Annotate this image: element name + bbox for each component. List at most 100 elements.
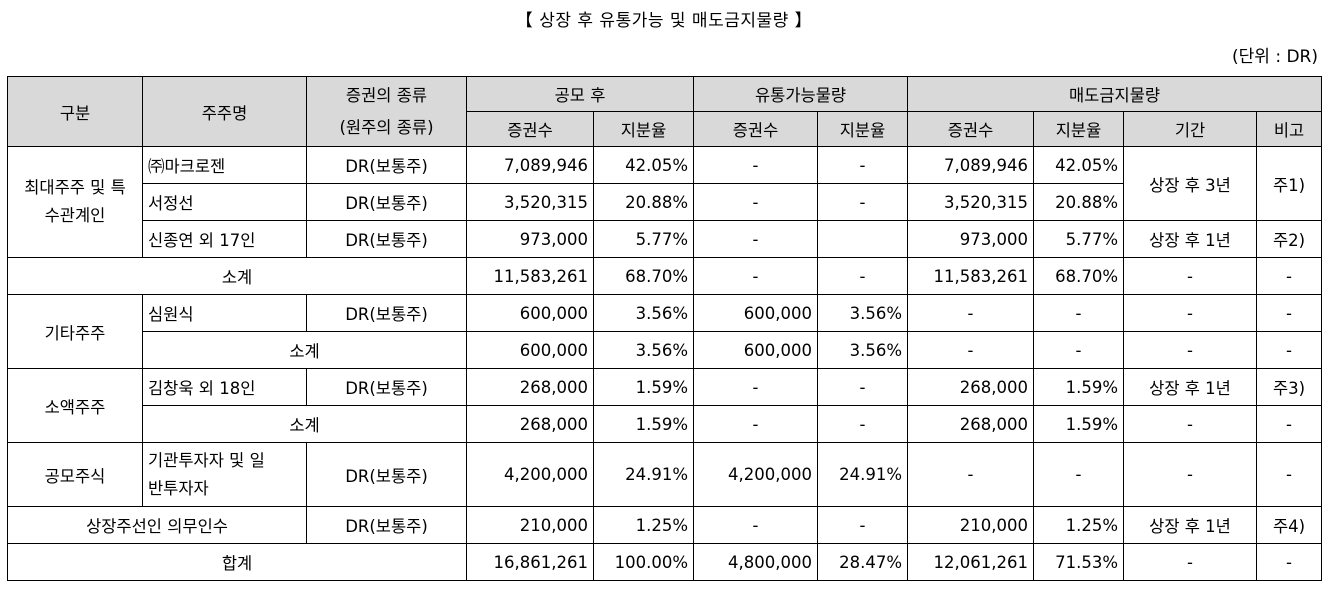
cell-holder: 신종연 외 17인	[142, 220, 307, 258]
cell-trade-ratio: -	[817, 183, 909, 221]
cell-subtotal-label: 소계	[7, 257, 467, 295]
header-security-type: 증권의 종류 (원주의 종류)	[306, 76, 467, 147]
cell-lock-ratio: 5.77%	[1033, 220, 1125, 258]
cell-trade-shares: -	[693, 405, 819, 443]
cell-trade-ratio: 28.47%	[817, 543, 909, 581]
cell-lock-shares: -	[907, 331, 1035, 369]
cell-holder: 심원식	[142, 294, 307, 332]
cell-ipo-shares: 210,000	[466, 506, 594, 544]
header-row-2: 증권수 지분율 증권수 지분율 증권수 지분율 기간 비고	[8, 111, 1323, 147]
cell-trade-ratio: 24.91%	[817, 442, 909, 507]
table-row: 기타주주 심원식 DR(보통주) 600,000 3.56% 600,000 3…	[7, 294, 1323, 369]
header-lockup: 매도금지물량	[907, 76, 1323, 112]
table-row: 상장주선인 의무인수 DR(보통주) 210,000 1.25% - - 210…	[7, 506, 1323, 544]
cell-ipo-ratio: 24.91%	[592, 442, 695, 507]
header-holder: 주주명	[142, 76, 307, 147]
cell-holder: 서정선	[142, 183, 307, 221]
header-category: 구분	[7, 76, 143, 147]
cell-note: 주3)	[1256, 368, 1323, 406]
cell-trade-shares: 600,000	[693, 331, 819, 369]
cell-lock-shares: 3,520,315	[907, 183, 1035, 221]
header-row-1: 구분 주주명 증권의 종류 (원주의 종류) 공모 후 유통가능물량 매도금지물…	[7, 76, 1323, 147]
header-security-line2: (원주의 종류)	[339, 117, 434, 137]
cell-lock-shares: 268,000	[907, 405, 1035, 443]
cell-lock-shares: 7,089,946	[907, 146, 1035, 184]
header-tradable: 유통가능물량	[693, 76, 909, 112]
cell-type: DR(보통주)	[306, 442, 467, 507]
lockup-table: 구분 주주명 증권의 종류 (원주의 종류) 공모 후 유통가능물량 매도금지물…	[7, 76, 1323, 581]
cell-period: -	[1123, 331, 1258, 369]
cell-period: -	[1123, 405, 1258, 443]
cell-ipo-shares: 4,200,000	[466, 442, 594, 507]
cell-type: DR(보통주)	[306, 220, 467, 258]
cell-period: -	[1123, 543, 1258, 581]
table-row-subtotal: 소계 268,000 1.59% - - 268,000 1.59% - -	[8, 405, 1323, 443]
cell-period: 상장 후 1년	[1123, 506, 1258, 544]
cell-lock-ratio: 42.05%	[1033, 146, 1125, 184]
cell-ipo-ratio: 100.00%	[592, 543, 695, 581]
cell-note: -	[1256, 543, 1323, 581]
table-row-subtotal: 소계 11,583,261 68.70% - - 11,583,261 68.7…	[7, 257, 1323, 295]
cell-type: DR(보통주)	[306, 294, 467, 332]
cell-lock-shares: 12,061,261	[907, 543, 1035, 581]
cell-note: 주2)	[1256, 220, 1323, 258]
cell-ipo-ratio: 1.59%	[592, 405, 695, 443]
cell-trade-shares: -	[693, 506, 819, 544]
cell-ipo-shares: 3,520,315	[466, 183, 594, 221]
cell-subtotal-label: 소계	[142, 405, 467, 443]
cell-lock-shares: 210,000	[907, 506, 1035, 544]
cell-subtotal-label: 소계	[142, 331, 467, 369]
cell-period: -	[1123, 294, 1258, 332]
table-title: 【 상장 후 유통가능 및 매도금지물량 】	[515, 11, 813, 31]
group-major: 최대주주 및 특수관계인	[7, 146, 143, 258]
cell-ipo-shares: 973,000	[466, 220, 594, 258]
cell-ipo-shares: 268,000	[466, 405, 594, 443]
cell-note: 주4)	[1256, 506, 1323, 544]
header-trade-ratio: 지분율	[817, 111, 909, 147]
cell-note: -	[1256, 294, 1323, 332]
table-row: 서정선 DR(보통주) 3,520,315 20.88% - - 3,520,3…	[8, 183, 1322, 221]
cell-trade-ratio	[817, 220, 909, 258]
cell-trade-ratio: -	[817, 257, 909, 295]
cell-holder: 기관투자자 및 일반투자자	[142, 442, 307, 507]
cell-trade-shares: 4,200,000	[693, 442, 819, 507]
cell-ipo-ratio: 68.70%	[592, 257, 695, 295]
unit-label: (단위 : DR)	[1232, 47, 1318, 67]
header-ipo-ratio: 지분율	[592, 111, 695, 147]
cell-holder: 김창욱 외 18인	[142, 368, 307, 406]
cell-lock-shares: -	[907, 294, 1035, 332]
cell-lock-shares: 11,583,261	[907, 257, 1035, 295]
cell-note: -	[1256, 405, 1323, 443]
cell-ipo-shares: 600,000	[466, 294, 594, 332]
header-ipo-shares: 증권수	[466, 111, 594, 147]
cell-trade-shares: -	[693, 368, 819, 406]
cell-trade-ratio: -	[817, 506, 909, 544]
table-row-total: 합계 16,861,261 100.00% 4,800,000 28.47% 1…	[7, 543, 1323, 581]
header-note: 비고	[1256, 111, 1323, 147]
cell-ipo-ratio: 1.59%	[592, 368, 695, 406]
cell-note: -	[1256, 331, 1323, 369]
table-row: 소액주주 김창욱 외 18인 DR(보통주) 268,000 1.59% - -…	[7, 368, 1323, 443]
cell-lock-ratio: -	[1033, 442, 1125, 507]
cell-lock-shares: 268,000	[907, 368, 1035, 406]
cell-ipo-ratio: 3.56%	[592, 294, 695, 332]
cell-lock-ratio: 68.70%	[1033, 257, 1125, 295]
header-security-line1: 증권의 종류	[345, 85, 428, 105]
cell-lock-shares: -	[907, 442, 1035, 507]
cell-trade-shares: 600,000	[693, 294, 819, 332]
cell-ipo-ratio: 1.25%	[592, 506, 695, 544]
cell-lock-ratio: -	[1033, 294, 1125, 332]
table-row-subtotal: 소계 600,000 3.56% 600,000 3.56% - - - -	[8, 331, 1323, 369]
cell-lock-ratio: 20.88%	[1033, 183, 1125, 221]
header-lock-shares: 증권수	[907, 111, 1035, 147]
header-lock-ratio: 지분율	[1033, 111, 1125, 147]
cell-type: DR(보통주)	[306, 506, 467, 544]
cell-type: DR(보통주)	[306, 368, 467, 406]
cell-ipo-ratio: 5.77%	[592, 220, 695, 258]
cell-note: -	[1256, 442, 1323, 507]
cell-ipo-shares: 7,089,946	[466, 146, 594, 184]
group-underwriter: 상장주선인 의무인수	[7, 506, 307, 544]
cell-lock-ratio: 1.59%	[1033, 368, 1125, 406]
group-minority: 소액주주	[7, 368, 143, 443]
header-trade-shares: 증권수	[693, 111, 819, 147]
